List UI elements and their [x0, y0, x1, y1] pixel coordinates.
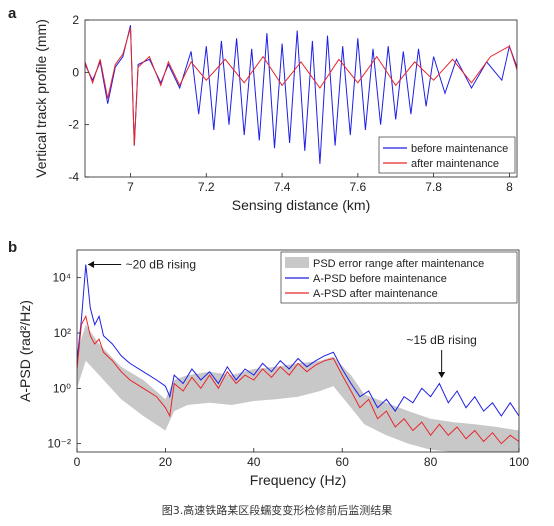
x-tick-label: 7.4	[274, 180, 291, 194]
x-tick-label: 40	[247, 455, 261, 469]
plot-frame	[84, 19, 518, 178]
legend-label: A-PSD after maintenance	[313, 288, 438, 300]
annotation-label: ~15 dB rising	[406, 333, 476, 347]
x-tick-label: 80	[424, 455, 438, 469]
y-axis-label: A-PSD (rad²/Hz)	[17, 300, 33, 402]
annotation-label: ~20 dB rising	[126, 257, 196, 271]
plot-frame	[76, 249, 520, 453]
legend-label: A-PSD before maintenance	[313, 273, 447, 285]
x-tick-label: 20	[159, 455, 173, 469]
panel-letter: a	[8, 5, 17, 22]
annotation-arrowhead	[88, 260, 95, 268]
series-line-1	[77, 314, 519, 445]
legend-box	[378, 136, 516, 174]
y-tick-label: 2	[72, 13, 79, 27]
y-tick-label: 10⁴	[52, 271, 71, 285]
legend: PSD error range after maintenance A-PSD b…	[280, 251, 518, 304]
panel-b: b 0 20 40 60 80 100 10⁻² 10⁰ 10² 10⁴ Frequency (Hz)…	[8, 239, 529, 488]
plot-area	[77, 264, 519, 452]
series-line-0	[77, 264, 519, 417]
y-tick-label: -4	[68, 170, 79, 184]
legend-swatch	[285, 257, 309, 268]
x-tick-label: 7.6	[349, 180, 366, 194]
annotation-arrowhead	[438, 372, 446, 379]
x-axis-label: Frequency (Hz)	[250, 472, 346, 488]
figure-caption: 图3.高速铁路某区段蠕变变形检修前后监测结果	[161, 504, 393, 517]
x-tick-label: 60	[336, 455, 350, 469]
x-tick-label: 7.2	[198, 180, 215, 194]
x-tick-label: 0	[74, 455, 81, 469]
x-tick-label: 100	[509, 455, 529, 469]
x-tick-label: 7	[127, 180, 134, 194]
y-tick-label: 0	[72, 65, 79, 79]
plot-area	[85, 25, 517, 164]
panel-a: a 7 7.2 7.4 7.6 7.8 8 -4 -2 0 2 Sensing distance (k…	[8, 5, 518, 213]
y-axis-label: Vertical track profile (mm)	[33, 19, 49, 178]
x-axis-label: Sensing distance (km)	[232, 197, 371, 213]
legend: before maintenance after maintenance	[378, 136, 516, 174]
x-tick-label: 8	[506, 180, 513, 194]
y-tick-label: -2	[68, 118, 79, 132]
legend-label: PSD error range after maintenance	[313, 258, 484, 270]
error-band	[77, 324, 519, 452]
y-tick-label: 10²	[54, 326, 71, 340]
x-tick-label: 7.8	[425, 180, 442, 194]
y-tick-label: 10⁰	[53, 381, 71, 395]
legend-box	[280, 251, 518, 304]
panel-letter: b	[8, 239, 17, 256]
legend-label: after maintenance	[411, 158, 499, 170]
y-tick-label: 10⁻²	[47, 437, 71, 451]
legend-label: before maintenance	[411, 143, 508, 155]
series-line-1	[85, 27, 517, 146]
